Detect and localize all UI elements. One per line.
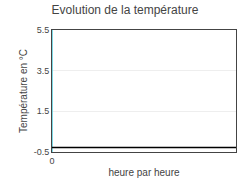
svg-text:-0.5: -0.5: [34, 147, 50, 157]
svg-text:Température en °C: Température en °C: [18, 49, 29, 133]
svg-text:Evolution de la température: Evolution de la température: [52, 3, 199, 17]
svg-text:1.5: 1.5: [37, 106, 50, 116]
svg-text:5.5: 5.5: [37, 25, 50, 35]
svg-text:0: 0: [49, 156, 54, 166]
svg-text:3.5: 3.5: [37, 66, 50, 76]
svg-text:heure par heure: heure par heure: [108, 167, 180, 178]
